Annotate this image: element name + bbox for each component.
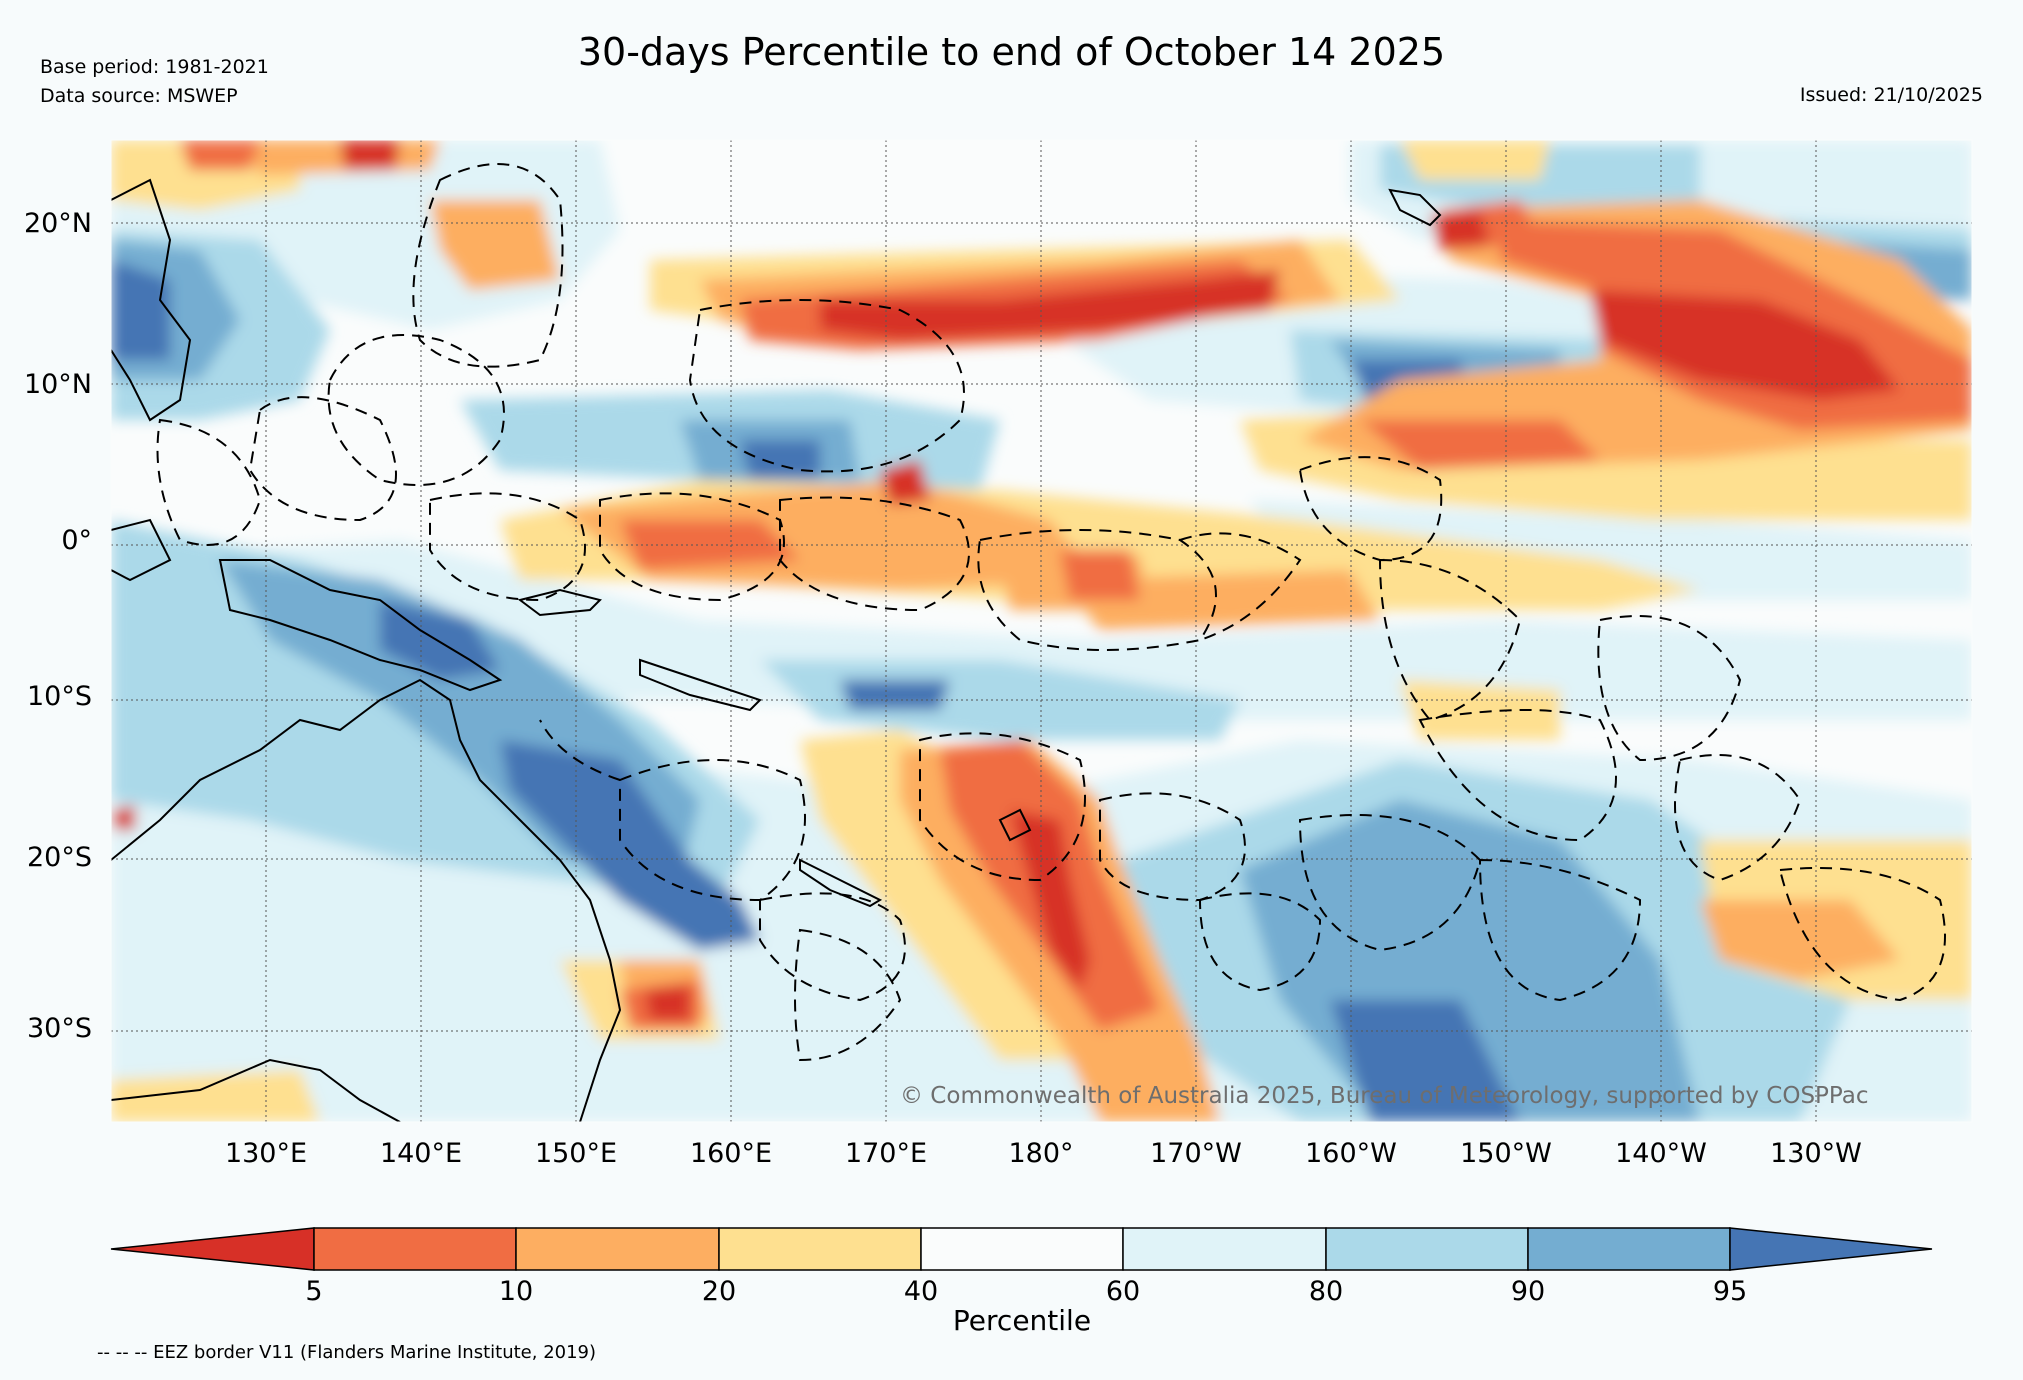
red-area bbox=[340, 140, 400, 170]
lat-label: 10°S bbox=[27, 681, 92, 712]
colorbar-title: Percentile bbox=[953, 1304, 1091, 1337]
lon-label: 140°W bbox=[1615, 1138, 1707, 1169]
lon-label: 130°E bbox=[225, 1138, 307, 1169]
lat-label: 20°S bbox=[27, 842, 92, 873]
dark-blue-area bbox=[840, 680, 950, 710]
orange-area bbox=[180, 140, 260, 170]
red-area bbox=[1430, 210, 1490, 250]
eez-note: -- -- -- EEZ border V11 (Flanders Marine… bbox=[97, 1342, 597, 1363]
red-area bbox=[645, 985, 690, 1020]
colorbar: 5 10 20 40 60 80 90 95 Percentile bbox=[110, 1227, 1933, 1337]
australia-coast bbox=[111, 678, 622, 1122]
red-area bbox=[880, 460, 930, 505]
colorbar-tick: 60 bbox=[1106, 1276, 1140, 1307]
colorbar-segment bbox=[313, 1227, 517, 1271]
lat-label: 30°S bbox=[27, 1013, 92, 1044]
colorbar-tick: 90 bbox=[1511, 1276, 1545, 1307]
australia-south-coast bbox=[111, 1058, 401, 1122]
map-frame bbox=[110, 139, 1973, 1123]
yellow-area bbox=[1400, 680, 1560, 740]
orange-area bbox=[1360, 420, 1600, 470]
red-area bbox=[113, 805, 135, 830]
yellow-area bbox=[1400, 140, 1550, 180]
colorbar-segment bbox=[920, 1227, 1124, 1271]
lat-label: 10°N bbox=[24, 369, 92, 400]
copyright-text: © Commonwealth of Australia 2025, Bureau… bbox=[900, 1083, 1869, 1109]
hawaii-coast bbox=[1388, 188, 1442, 227]
orange-area bbox=[1060, 550, 1140, 600]
orange-area bbox=[620, 520, 800, 570]
colorbar-tick: 20 bbox=[702, 1276, 736, 1307]
colorbar-tick: 40 bbox=[904, 1276, 938, 1307]
base-period-label: Base period: 1981-2021 bbox=[40, 56, 269, 78]
colorbar-tick: 95 bbox=[1713, 1276, 1747, 1307]
graticule bbox=[111, 140, 1972, 1122]
colorbar-high-extension bbox=[1729, 1227, 1933, 1271]
latitude-labels: 20°N 10°N 0° 10°S 20°S 30°S bbox=[24, 208, 92, 1044]
new-guinea-coast bbox=[218, 559, 503, 692]
fiji-coast bbox=[998, 808, 1032, 842]
yellow-area bbox=[111, 1070, 320, 1122]
lat-label: 0° bbox=[61, 525, 92, 556]
issued-date-label: Issued: 21/10/2025 bbox=[1799, 84, 1983, 106]
eez-borders bbox=[156, 163, 1946, 1062]
map-title: 30-days Percentile to end of October 14 … bbox=[577, 30, 1446, 74]
coastlines bbox=[111, 178, 1442, 1122]
colorbar-segment bbox=[515, 1227, 720, 1271]
red-area bbox=[820, 270, 1280, 340]
lon-label: 150°W bbox=[1460, 1138, 1552, 1169]
dark-blue-area bbox=[500, 740, 760, 950]
red-area bbox=[1590, 290, 1900, 400]
colorbar-tick: 80 bbox=[1309, 1276, 1343, 1307]
colorbar-segment bbox=[1527, 1227, 1731, 1271]
dark-blue-area bbox=[740, 440, 820, 480]
precip-field: © Commonwealth of Australia 2025, Bureau… bbox=[111, 140, 1972, 1122]
colorbar-tick: 5 bbox=[305, 1276, 322, 1307]
colorbar-low-extension bbox=[110, 1227, 315, 1271]
light-orange-area bbox=[240, 140, 440, 175]
data-source-label: Data source: MSWEP bbox=[40, 85, 238, 107]
solomons-coast bbox=[639, 658, 762, 712]
lon-label: 140°E bbox=[380, 1138, 462, 1169]
new-britain-coast bbox=[517, 588, 602, 617]
lon-label: 160°W bbox=[1305, 1138, 1397, 1169]
lat-label: 20°N bbox=[24, 208, 92, 239]
longitude-labels: 130°E 140°E 150°E 160°E 170°E 180° 170°W… bbox=[225, 1138, 1862, 1169]
lon-label: 130°W bbox=[1770, 1138, 1862, 1169]
lon-label: 170°W bbox=[1150, 1138, 1242, 1169]
lon-label: 180° bbox=[1008, 1138, 1073, 1169]
new-caledonia-coast bbox=[799, 858, 883, 908]
lon-label: 160°E bbox=[690, 1138, 772, 1169]
colorbar-tick: 10 bbox=[499, 1276, 533, 1307]
dark-blue-area bbox=[111, 260, 170, 360]
lon-label: 170°E bbox=[845, 1138, 927, 1169]
colorbar-segment bbox=[1122, 1227, 1327, 1271]
sulawesi-coast bbox=[111, 518, 172, 582]
light-orange-area bbox=[1700, 900, 1900, 980]
lon-label: 150°E bbox=[535, 1138, 617, 1169]
philippines-coast bbox=[111, 178, 192, 422]
red-area bbox=[1010, 810, 1090, 990]
colorbar-segment bbox=[1325, 1227, 1529, 1271]
colorbar-segment bbox=[718, 1227, 922, 1271]
